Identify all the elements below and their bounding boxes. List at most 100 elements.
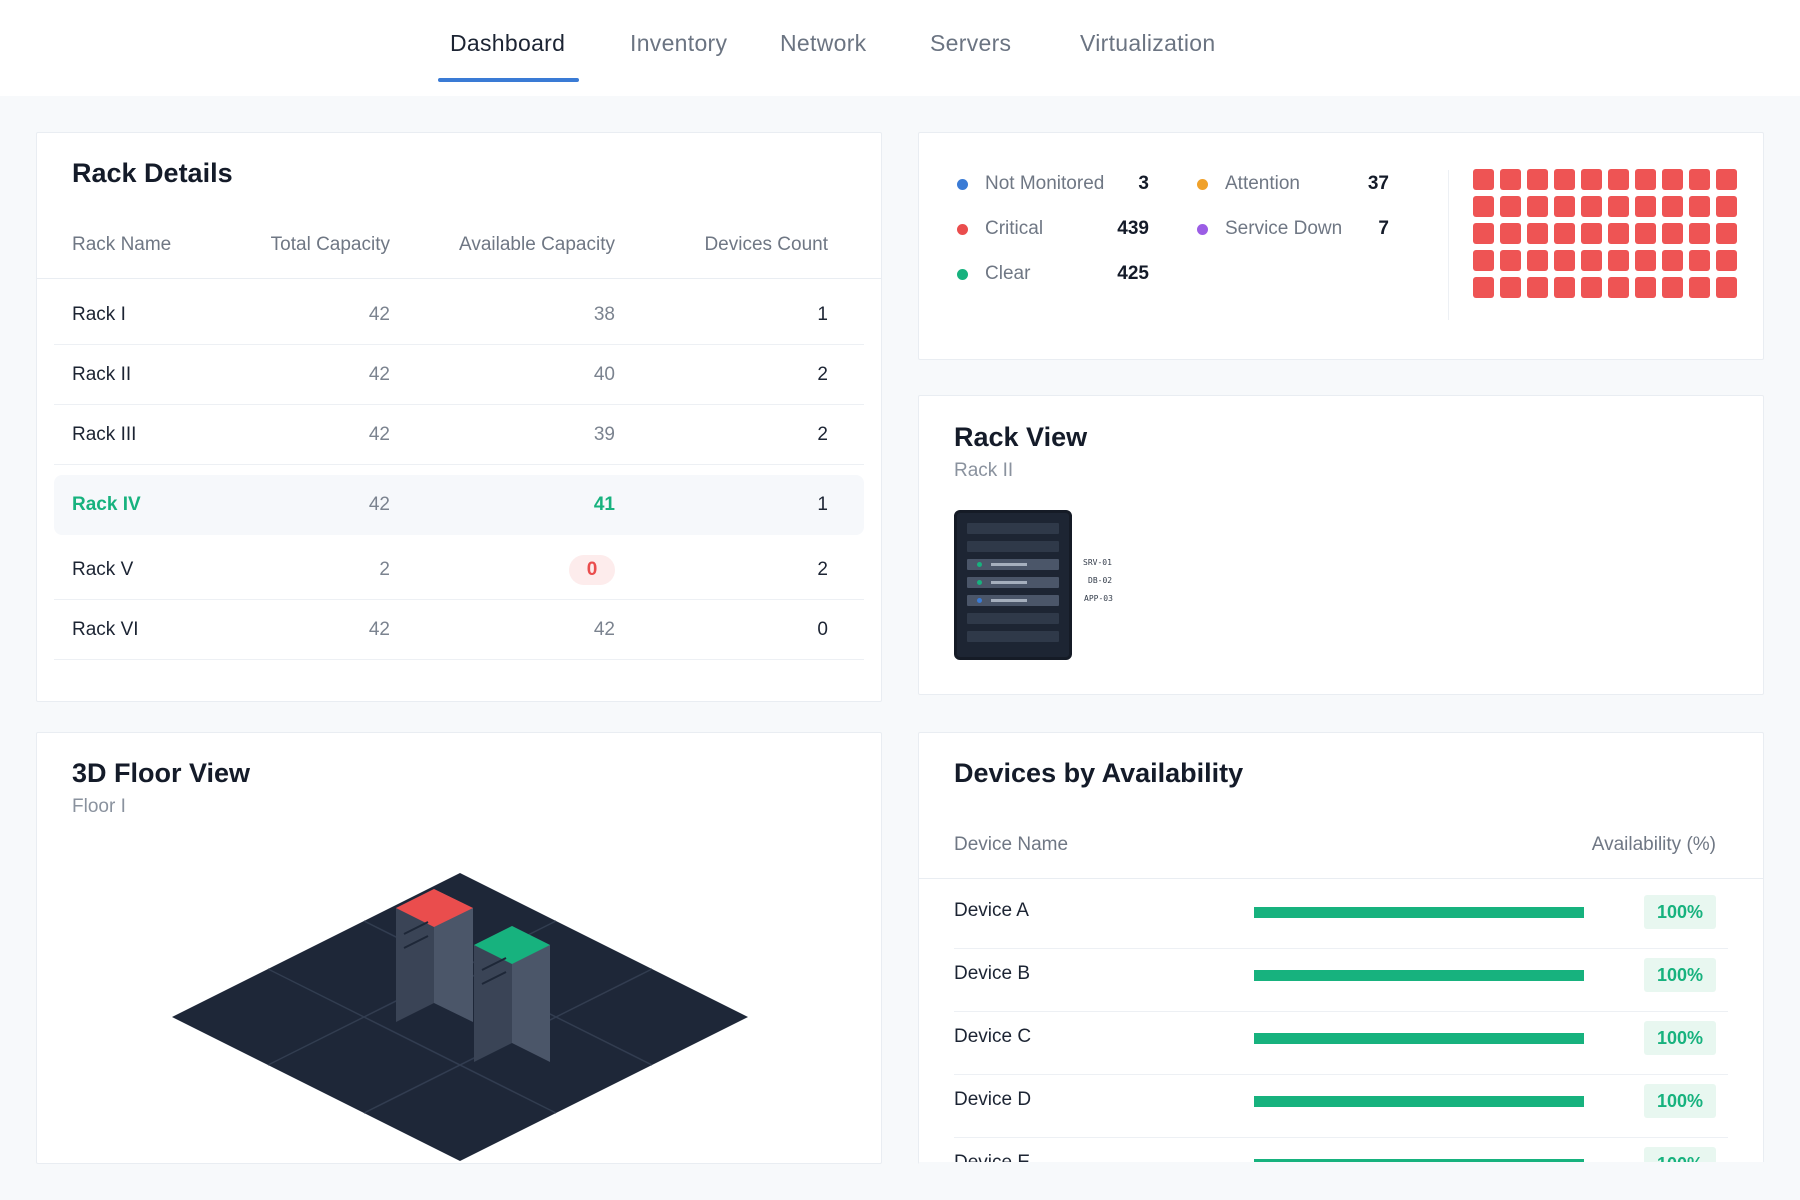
availability-percent-badge: 100% — [1644, 958, 1716, 992]
device-status-tile[interactable] — [1581, 250, 1602, 271]
device-status-tile[interactable] — [1581, 223, 1602, 244]
rack-device-db-02[interactable] — [967, 577, 1059, 588]
rack-name[interactable]: Rack II — [72, 364, 132, 385]
device-status-tile[interactable] — [1716, 196, 1737, 217]
floor-view-subtitle: Floor I — [72, 796, 126, 817]
status-dot-icon — [957, 269, 968, 280]
rack-name[interactable]: Rack I — [72, 304, 126, 325]
device-status-tile[interactable] — [1662, 250, 1683, 271]
list-item[interactable]: Device D 100% — [954, 1075, 1728, 1138]
device-status-tile[interactable] — [1635, 223, 1656, 244]
table-row[interactable]: Rack III 42 39 2 — [54, 405, 864, 465]
rack-cabinet[interactable] — [954, 510, 1072, 660]
device-status-tile[interactable] — [1689, 196, 1710, 217]
device-status-tile[interactable] — [1608, 223, 1629, 244]
legend-not-monitored[interactable]: Not Monitored 3 — [957, 170, 1157, 198]
tab-servers[interactable]: Servers — [930, 30, 1012, 56]
device-status-tile[interactable] — [1554, 196, 1575, 217]
device-status-tile[interactable] — [1473, 223, 1494, 244]
row-divider — [54, 599, 864, 600]
rack-device-srv-01[interactable] — [967, 559, 1059, 570]
device-status-tile[interactable] — [1581, 196, 1602, 217]
status-led-icon — [977, 562, 982, 567]
device-status-tile[interactable] — [1608, 196, 1629, 217]
device-status-tile[interactable] — [1527, 250, 1548, 271]
tab-virtualization[interactable]: Virtualization — [1080, 30, 1216, 56]
device-status-tile[interactable] — [1554, 277, 1575, 298]
rack-name[interactable]: Rack III — [72, 424, 137, 445]
device-status-tile[interactable] — [1635, 250, 1656, 271]
device-status-tile[interactable] — [1500, 223, 1521, 244]
availability-bar-fill — [1254, 1033, 1584, 1044]
rack-device-app-03[interactable] — [967, 595, 1059, 606]
device-name[interactable]: Device D — [954, 1089, 1032, 1110]
list-item[interactable]: Device A 100% — [954, 886, 1728, 949]
device-status-tile[interactable] — [1662, 169, 1683, 190]
device-status-tile[interactable] — [1689, 223, 1710, 244]
rack-name[interactable]: Rack V — [72, 559, 134, 580]
device-status-tile[interactable] — [1473, 196, 1494, 217]
legend-critical[interactable]: Critical 439 — [957, 215, 1157, 243]
device-status-tile[interactable] — [1716, 223, 1737, 244]
status-led-icon — [977, 580, 982, 585]
device-status-tile[interactable] — [1689, 277, 1710, 298]
device-status-tile[interactable] — [1635, 277, 1656, 298]
floor-plane — [172, 873, 748, 1161]
device-status-tile[interactable] — [1473, 277, 1494, 298]
device-status-tile[interactable] — [1662, 223, 1683, 244]
device-status-tile[interactable] — [1716, 169, 1737, 190]
legend-service-down[interactable]: Service Down 7 — [1197, 215, 1397, 243]
rack-3d-green[interactable] — [474, 926, 550, 1062]
list-item[interactable]: Device C 100% — [954, 1012, 1728, 1075]
available-capacity: 38 — [593, 304, 615, 325]
device-status-tile[interactable] — [1527, 196, 1548, 217]
floor-3d-illustration[interactable] — [160, 860, 760, 1165]
table-row[interactable]: Rack I 42 38 1 — [54, 285, 864, 345]
devices-count: 0 — [817, 619, 828, 640]
device-status-tile[interactable] — [1635, 196, 1656, 217]
table-row[interactable]: Rack VI 42 42 0 — [54, 600, 864, 660]
device-status-tile[interactable] — [1500, 196, 1521, 217]
rack-3d-red[interactable] — [396, 889, 473, 1022]
device-status-tile[interactable] — [1473, 250, 1494, 271]
device-status-tile[interactable] — [1500, 169, 1521, 190]
device-status-tile[interactable] — [1527, 223, 1548, 244]
tab-network[interactable]: Network — [780, 30, 867, 56]
device-status-tile[interactable] — [1500, 250, 1521, 271]
tab-inventory[interactable]: Inventory — [630, 30, 728, 56]
device-status-tile[interactable] — [1662, 277, 1683, 298]
legend-attention[interactable]: Attention 37 — [1197, 170, 1397, 198]
total-capacity: 42 — [368, 364, 390, 385]
table-row[interactable]: Rack II 42 40 2 — [54, 345, 864, 405]
rack-name[interactable]: Rack IV — [72, 494, 141, 515]
device-status-tile[interactable] — [1716, 277, 1737, 298]
device-status-tile[interactable] — [1689, 250, 1710, 271]
device-status-tile[interactable] — [1527, 277, 1548, 298]
device-status-tile[interactable] — [1581, 169, 1602, 190]
device-status-tile[interactable] — [1608, 277, 1629, 298]
device-status-tile[interactable] — [1473, 169, 1494, 190]
device-status-tile[interactable] — [1662, 196, 1683, 217]
tab-dashboard[interactable]: Dashboard — [450, 30, 566, 56]
device-status-tile[interactable] — [1581, 277, 1602, 298]
device-name[interactable]: Device C — [954, 1026, 1032, 1047]
device-status-tile[interactable] — [1554, 223, 1575, 244]
device-status-tile[interactable] — [1608, 250, 1629, 271]
device-status-tile[interactable] — [1500, 277, 1521, 298]
table-row[interactable]: Rack V 2 0 2 — [54, 540, 864, 600]
device-status-tile[interactable] — [1608, 169, 1629, 190]
table-row[interactable]: Rack IV 42 41 1 — [54, 475, 864, 535]
device-status-tile[interactable] — [1635, 169, 1656, 190]
legend-value: 425 — [1117, 263, 1149, 284]
list-item[interactable]: Device B 100% — [954, 949, 1728, 1012]
device-status-tile-grid — [1473, 169, 1738, 298]
device-status-tile[interactable] — [1527, 169, 1548, 190]
device-name[interactable]: Device A — [954, 900, 1029, 921]
rack-name[interactable]: Rack VI — [72, 619, 139, 640]
device-status-tile[interactable] — [1689, 169, 1710, 190]
device-status-tile[interactable] — [1716, 250, 1737, 271]
device-status-tile[interactable] — [1554, 250, 1575, 271]
device-name[interactable]: Device B — [954, 963, 1031, 984]
legend-clear[interactable]: Clear 425 — [957, 260, 1157, 288]
device-status-tile[interactable] — [1554, 169, 1575, 190]
